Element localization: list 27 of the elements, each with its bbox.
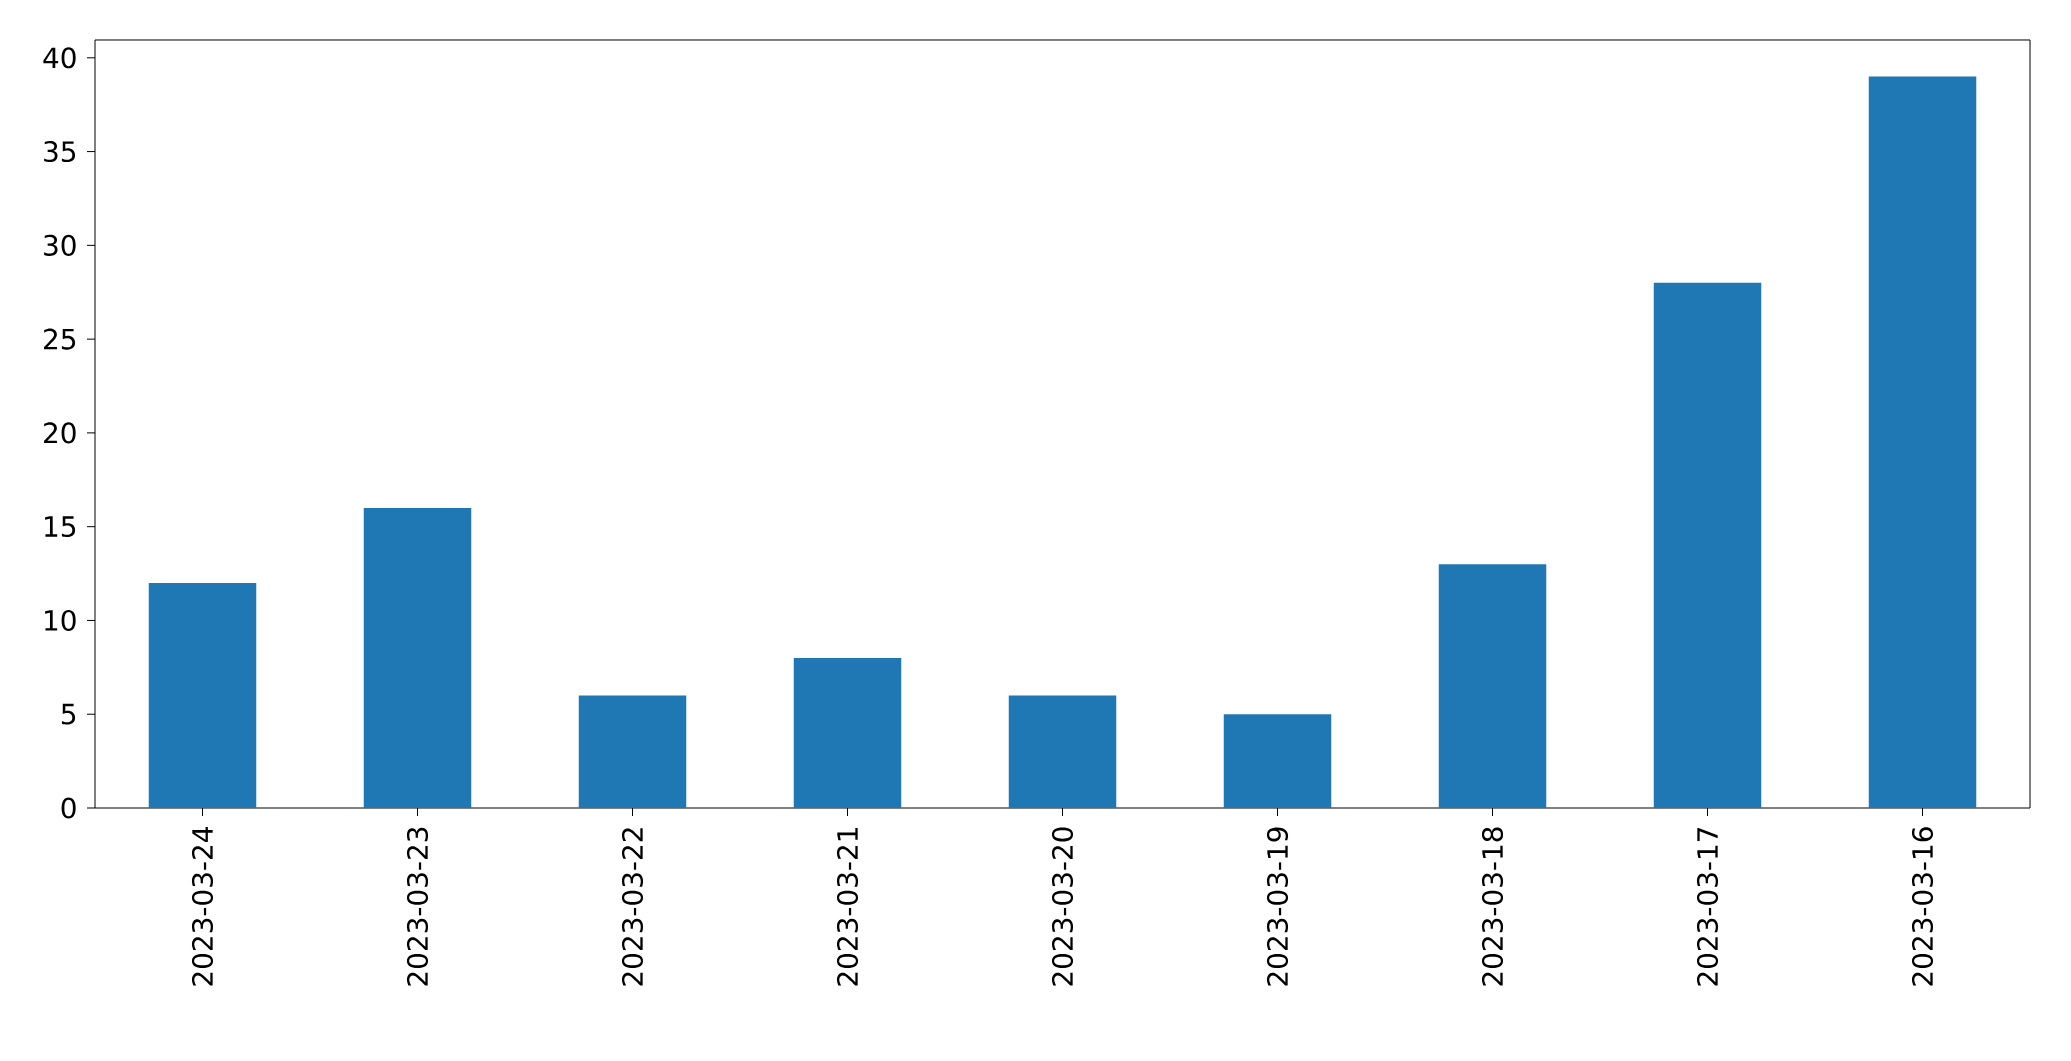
y-tick-label: 10 [45, 609, 76, 631]
bar [148, 582, 257, 808]
bar [1438, 564, 1547, 808]
y-tick-label: 25 [44, 328, 76, 350]
bar [363, 507, 472, 808]
x-tick-label: 2023-03-17 [1696, 827, 1719, 986]
bar [1868, 76, 1977, 808]
bar [1223, 714, 1332, 808]
x-tick-label: 2023-03-24 [191, 827, 214, 986]
x-tick-label: 2023-03-20 [1051, 827, 1074, 986]
x-tick-label: 2023-03-22 [621, 828, 644, 986]
x-tick-label: 2023-03-19 [1266, 827, 1289, 986]
bar [793, 657, 902, 808]
x-tick-label: 2023-03-23 [406, 827, 429, 986]
y-tick-label: 40 [43, 47, 76, 69]
y-tick-label: 35 [44, 141, 76, 163]
y-tick-label: 30 [44, 234, 76, 256]
y-tick-label: 5 [61, 703, 76, 725]
y-tick-label: 15 [45, 516, 76, 538]
bar [1653, 282, 1762, 808]
x-tick-label: 2023-03-21 [836, 828, 859, 986]
y-tick-label: 0 [61, 797, 76, 819]
bar [578, 695, 687, 808]
bar [1008, 695, 1117, 808]
y-tick-label: 20 [44, 422, 76, 444]
x-tick-label: 2023-03-18 [1481, 827, 1504, 986]
x-tick-label: 2023-03-16 [1911, 827, 1934, 986]
